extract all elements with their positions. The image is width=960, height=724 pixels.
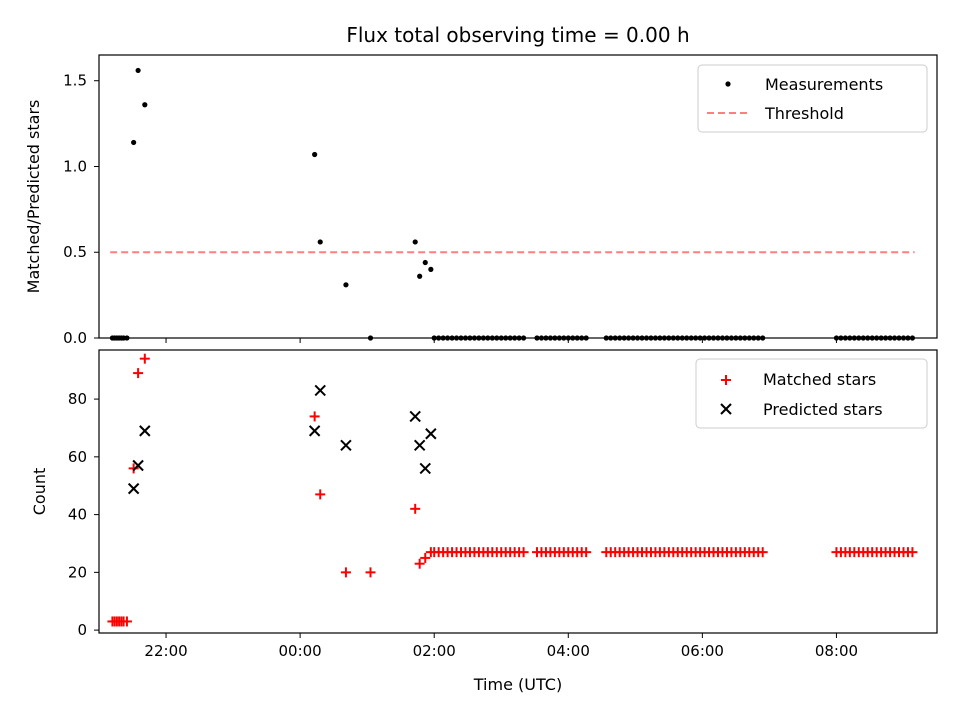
matched-stars-point (518, 547, 529, 558)
matched-stars-point (340, 567, 351, 578)
measurement-point (343, 282, 349, 288)
predicted-stars-point (425, 428, 437, 440)
predicted-stars-point (340, 439, 352, 452)
chart-title: Flux total observing time = 0.00 h (346, 23, 689, 47)
predicted-stars-point (419, 462, 431, 475)
measurement-point (422, 259, 428, 266)
matched-stars-point (410, 503, 421, 514)
predicted-stars-point (409, 410, 421, 423)
bottom-legend: Matched stars Predicted stars (695, 358, 928, 429)
bottom-plot-frame (98, 349, 938, 634)
x-axis-label: Time (UTC) (473, 675, 562, 694)
matched-stars-point (139, 353, 150, 364)
y-tick-label: 80 (68, 390, 87, 408)
matched-stars-point (420, 552, 431, 563)
y-tick-label: 20 (68, 563, 87, 581)
y-tick-label: 40 (68, 506, 87, 524)
legend-predicted-label: Predicted stars (763, 400, 883, 419)
x-tick-label: 06:00 (681, 642, 724, 660)
y-tick-label: 60 (68, 448, 87, 466)
matched-stars-point (414, 558, 425, 569)
bottom-marks (107, 353, 918, 627)
top-axes: 0.0 0.5 1.0 1.5 (63, 72, 837, 347)
matched-stars-point (315, 489, 326, 500)
predicted-stars-point (308, 425, 321, 437)
top-panel: Flux total observing time = 0.00 h 0.00.… (24, 23, 938, 347)
predicted-stars-point (139, 425, 151, 437)
measurement-point (135, 67, 141, 74)
predicted-stars-point (413, 439, 426, 452)
matched-stars-point (757, 547, 768, 558)
top-legend-box (697, 64, 928, 133)
x-tick-label: 08:00 (815, 642, 858, 660)
top-plot-frame (98, 54, 938, 339)
predicted-stars-point (132, 459, 144, 472)
matched-stars-point (128, 463, 139, 474)
top-legend: Measurements Threshold (697, 64, 928, 133)
predicted-stars-point (127, 482, 140, 495)
matched-stars-point (133, 368, 144, 379)
legend-matched-marker (721, 375, 731, 385)
bottom-axes: 0 20 40 60 80 22:00 00:00 02:00 04:00 06:00 08:00 (68, 390, 858, 660)
top-y-axis-label: Matched/Predicted stars (24, 100, 43, 294)
y-tick-label: 0 (77, 621, 87, 639)
legend-measurements-marker (725, 81, 731, 87)
legend-threshold-label: Threshold (764, 104, 844, 123)
bottom-legend-box (695, 358, 928, 429)
matched-stars-point (365, 567, 376, 578)
measurement-point (131, 139, 137, 146)
measurement-point (417, 273, 423, 279)
measurement-point (428, 266, 434, 272)
y-tick-label: 0.0 (63, 329, 87, 347)
matched-stars-point (309, 411, 320, 422)
measurement-point (142, 102, 148, 108)
bottom-y-axis-label: Count (30, 468, 49, 516)
measurement-point (317, 239, 323, 245)
measurement-point (312, 151, 318, 158)
y-tick-label: 0.5 (63, 243, 87, 261)
matched-stars-point (581, 547, 592, 558)
x-tick-label: 02:00 (413, 642, 456, 660)
matched-stars-point (907, 547, 918, 558)
legend-predicted-marker (720, 403, 732, 415)
x-tick-label: 00:00 (279, 642, 322, 660)
measurement-point (412, 239, 418, 245)
predicted-stars-point (314, 384, 326, 397)
x-tick-label: 04:00 (547, 642, 590, 660)
y-tick-label: 1.0 (63, 157, 87, 175)
matched-stars-point (121, 616, 132, 627)
legend-matched-label: Matched stars (763, 370, 876, 389)
legend-measurements-label: Measurements (765, 75, 883, 94)
x-tick-label: 22:00 (144, 642, 187, 660)
y-tick-label: 1.5 (63, 72, 87, 90)
